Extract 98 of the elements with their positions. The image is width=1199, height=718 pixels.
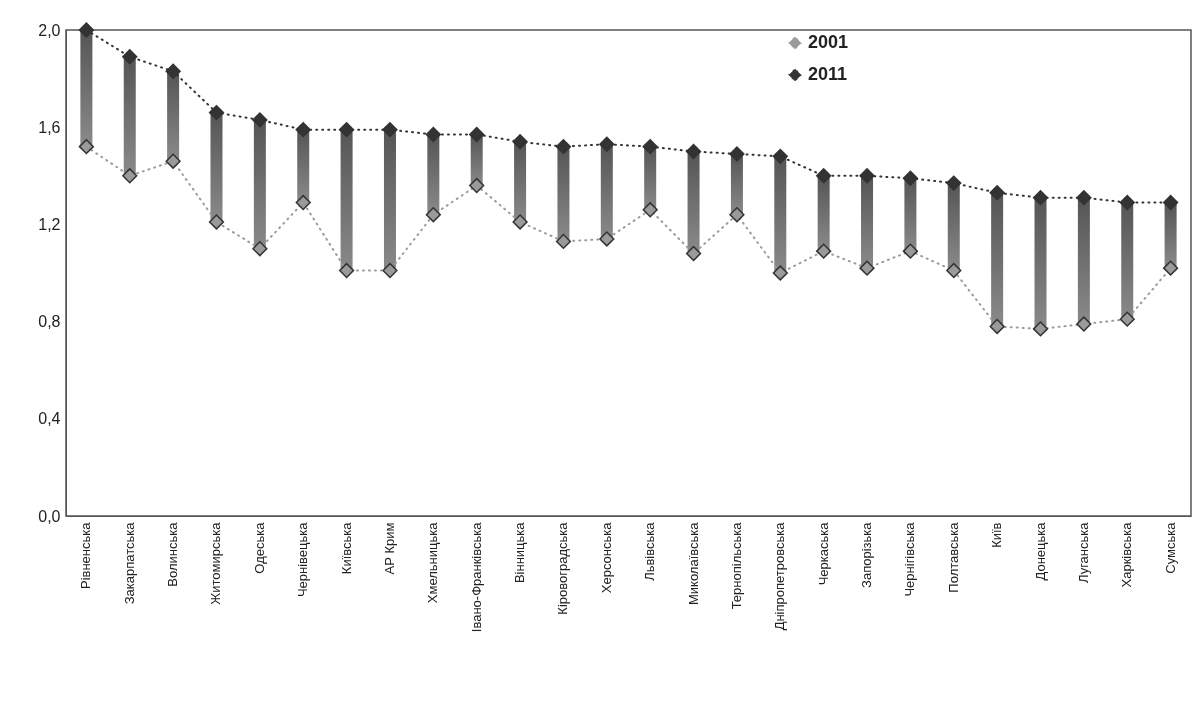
point (338, 121, 355, 138)
x-tick-label: Львівська (642, 521, 658, 581)
point (1076, 190, 1092, 206)
x-tick-label: Запорізька (859, 521, 875, 588)
x-tick-label: Житомирська (208, 521, 224, 605)
bar (123, 56, 136, 176)
point (382, 262, 398, 279)
point (338, 262, 355, 279)
x-tick-label: Херсонська (598, 521, 614, 594)
x-tick-label: Сумська (1162, 521, 1178, 574)
point (78, 22, 95, 38)
bar (80, 30, 93, 147)
x-tick-label: Миколаївська (685, 521, 701, 606)
x-tick-label: Донецька (1032, 521, 1048, 581)
point (1032, 190, 1049, 206)
point (469, 126, 485, 143)
y-tick-label: 0,8 (38, 313, 61, 331)
point (555, 139, 572, 155)
point (122, 49, 138, 65)
bar (687, 151, 700, 254)
point (772, 265, 788, 281)
point (1076, 316, 1092, 332)
x-tick-label: Чернігівська (902, 521, 918, 597)
x-tick-label: Тернопільська (728, 521, 744, 610)
x-tick-label: Луганська (1075, 521, 1091, 584)
point (989, 185, 1005, 201)
y-tick-label: 0,4 (38, 410, 61, 428)
x-tick-label: Хмельницька (425, 521, 441, 604)
point (122, 168, 138, 184)
x-tick-label: Черкаська (815, 521, 831, 586)
point (252, 241, 268, 257)
x-tick-label: Київ (989, 522, 1005, 548)
point (902, 170, 919, 186)
bar (1077, 197, 1090, 325)
y-tick-label: 1,6 (38, 118, 61, 136)
point (1032, 321, 1049, 337)
bar (340, 129, 353, 271)
x-tick-label: Кіровоградська (555, 521, 571, 615)
point (469, 177, 485, 194)
point (78, 139, 95, 155)
x-tick-label: АР Крим (381, 522, 397, 575)
bar (1121, 202, 1134, 320)
point (946, 262, 962, 279)
point (859, 168, 875, 184)
point (816, 243, 832, 259)
point (685, 143, 702, 160)
point (642, 139, 658, 155)
x-tick-label: Полтавська (945, 521, 961, 593)
point (512, 214, 528, 230)
x-tick-label: Рівненська (78, 521, 94, 590)
x-tick-label: Харківська (1119, 521, 1135, 588)
point (1119, 311, 1135, 327)
point (425, 126, 441, 143)
point (989, 318, 1005, 335)
x-tick-label: Одеська (251, 521, 267, 574)
point (425, 207, 441, 223)
point (599, 231, 615, 247)
bar (210, 112, 223, 222)
bar (383, 129, 396, 271)
point (685, 245, 702, 262)
x-tick-label: Вінницька (512, 521, 528, 584)
x-tick-label: Волинська (165, 521, 181, 587)
point (382, 121, 398, 138)
y-tick-label: 0,0 (38, 507, 61, 525)
point (1162, 260, 1179, 276)
point (295, 194, 311, 211)
point (208, 104, 225, 121)
x-tick-label: Дніпропетровська (772, 521, 788, 631)
x-tick-label: Закарпатська (121, 521, 137, 605)
point (729, 146, 745, 162)
point (729, 207, 745, 223)
point (165, 63, 181, 79)
point (816, 168, 832, 184)
point (642, 202, 658, 218)
point (772, 148, 788, 164)
y-tick-label: 2,0 (38, 21, 61, 39)
point (512, 134, 528, 150)
point (165, 153, 181, 169)
x-tick-label: Чернівецька (295, 521, 311, 598)
x-tick-label: Івано-Франківська (468, 521, 484, 633)
legend-label: 2011 (808, 64, 848, 84)
bar (253, 119, 266, 249)
point (1162, 194, 1179, 211)
y-tick-label: 1,2 (38, 215, 61, 233)
bar (991, 192, 1004, 327)
x-tick-label: Київська (338, 521, 354, 575)
point (1119, 194, 1135, 211)
point (252, 112, 268, 128)
bar (774, 156, 787, 273)
bar (1034, 197, 1047, 329)
point (859, 260, 875, 276)
point (295, 121, 311, 138)
point (555, 233, 572, 250)
point (946, 175, 962, 191)
point (902, 243, 919, 259)
legend-label: 2001 (808, 32, 849, 52)
point (208, 214, 225, 230)
point (599, 136, 615, 152)
